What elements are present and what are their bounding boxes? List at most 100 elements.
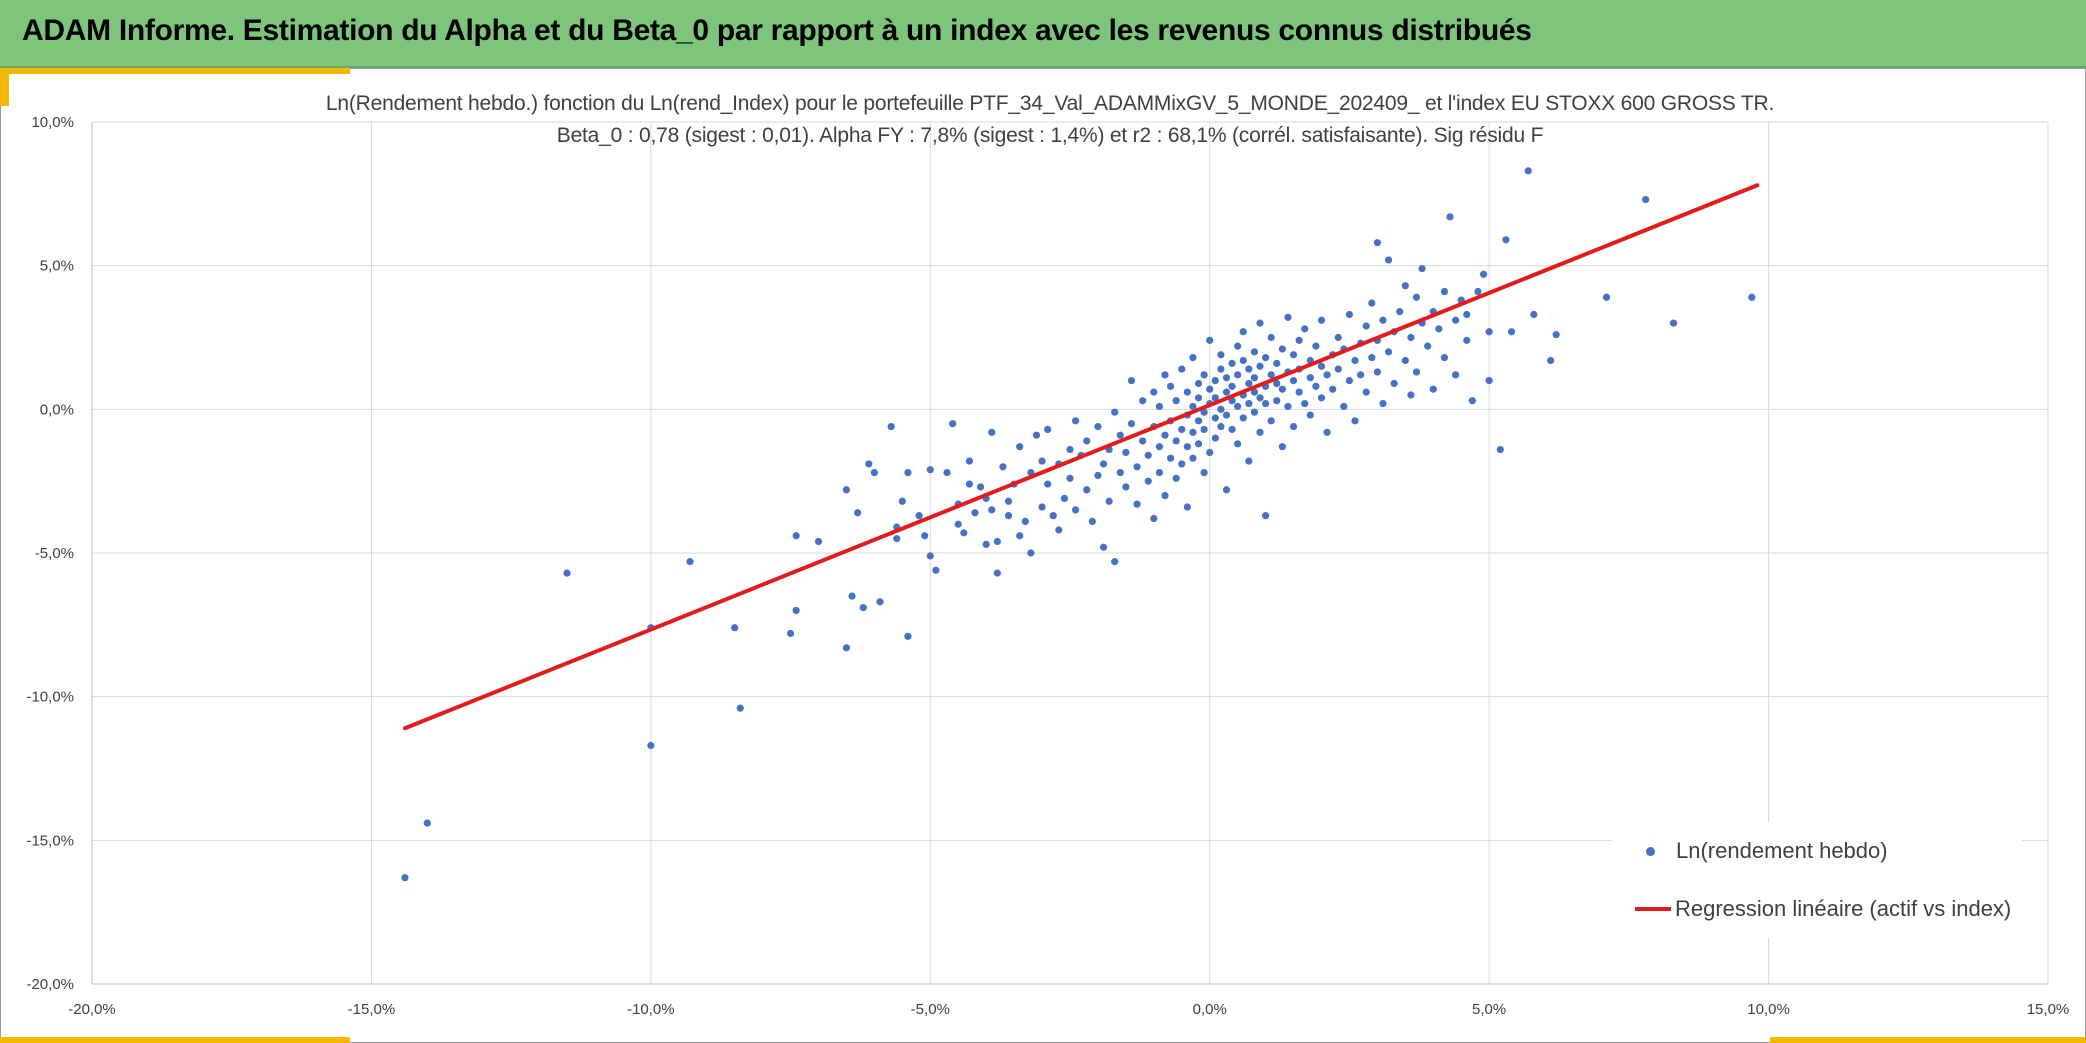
data-point	[1429, 385, 1437, 393]
data-point	[876, 598, 884, 606]
data-point	[1239, 328, 1247, 336]
x-tick-label: 5,0%	[1472, 1001, 1506, 1018]
x-tick-label: -10,0%	[627, 1001, 675, 1018]
chart-legend: Ln(rendement hebdo) Regression linéaire …	[1612, 822, 2022, 938]
data-point	[1256, 428, 1264, 436]
data-point	[1278, 443, 1286, 451]
data-point	[1049, 512, 1057, 520]
data-point	[1479, 270, 1488, 278]
data-point	[1262, 399, 1270, 408]
data-point	[926, 466, 934, 474]
data-point	[1407, 391, 1415, 399]
data-point	[1412, 368, 1421, 376]
data-point	[1194, 379, 1203, 388]
data-point	[1150, 514, 1158, 523]
data-point	[1161, 431, 1169, 439]
data-point	[1373, 239, 1381, 247]
data-point	[1155, 402, 1164, 411]
data-point	[1323, 371, 1331, 379]
data-point	[1669, 319, 1678, 327]
data-point	[1161, 491, 1169, 500]
x-tick-label: 0,0%	[1193, 1001, 1227, 1018]
data-point	[1200, 425, 1208, 434]
data-point	[1301, 325, 1309, 333]
tick-labels: -20,0% -15,0% -10,0% -5,0% 0,0% 5,0% 10,0% 15,0…	[26, 114, 2069, 1018]
data-point	[1178, 425, 1186, 434]
data-point	[1312, 342, 1320, 350]
data-point	[1038, 457, 1046, 465]
data-point	[1105, 497, 1113, 505]
data-point	[1306, 411, 1314, 419]
legend-item-regression: Regression linéaire (actif vs index)	[1612, 896, 2011, 922]
data-point	[1183, 443, 1191, 451]
data-point	[1088, 517, 1096, 525]
data-point	[859, 603, 867, 612]
data-point	[1200, 371, 1208, 379]
data-point	[971, 509, 979, 517]
data-point	[1452, 371, 1460, 379]
data-point	[1217, 405, 1225, 413]
data-point	[1396, 308, 1404, 316]
data-point	[1289, 351, 1298, 359]
data-point	[1295, 336, 1303, 344]
data-point	[1133, 463, 1141, 471]
data-point	[1116, 431, 1124, 439]
data-point	[1278, 345, 1286, 353]
legend-item-points: Ln(rendement hebdo)	[1612, 838, 1888, 864]
data-point	[1273, 359, 1281, 367]
data-point	[1289, 377, 1298, 385]
axes	[91, 122, 2048, 985]
data-point	[1016, 443, 1024, 451]
data-point	[1267, 333, 1275, 342]
data-point	[1161, 371, 1169, 379]
legend-label-regression: Regression linéaire (actif vs index)	[1675, 896, 2012, 921]
data-point	[1329, 385, 1337, 393]
data-point	[792, 532, 800, 540]
data-point	[1289, 422, 1298, 431]
data-point	[1250, 408, 1259, 416]
y-tick-label: 5,0%	[40, 258, 74, 275]
data-point	[1502, 236, 1510, 244]
data-point	[1642, 195, 1650, 204]
data-point	[1071, 417, 1080, 425]
data-point	[1044, 480, 1052, 488]
data-point	[1239, 414, 1247, 422]
data-point	[1166, 454, 1175, 462]
data-point	[1004, 512, 1013, 520]
data-point	[1267, 417, 1275, 425]
data-point	[1379, 316, 1387, 324]
data-point	[1116, 468, 1124, 477]
data-point	[1066, 474, 1074, 482]
x-tick-label: -5,0%	[911, 1001, 950, 1018]
accent-bar-bottom-right	[1770, 1037, 2086, 1043]
data-point	[1317, 362, 1326, 370]
data-point	[1384, 348, 1393, 356]
data-point	[1256, 319, 1264, 327]
data-point	[1194, 394, 1203, 402]
y-tick-label: -10,0%	[26, 689, 74, 706]
data-point	[1234, 402, 1242, 411]
data-point	[854, 509, 862, 517]
data-point	[1390, 379, 1398, 388]
data-point	[1060, 494, 1069, 503]
legend-label-points: Ln(rendement hebdo)	[1676, 838, 1888, 863]
x-tick-label: -15,0%	[348, 1001, 396, 1018]
data-point	[1748, 293, 1756, 301]
data-point	[1217, 365, 1225, 373]
data-point	[1368, 354, 1376, 362]
data-point	[1083, 486, 1091, 494]
data-point	[1317, 394, 1326, 402]
data-point	[1401, 282, 1409, 290]
data-point	[1284, 402, 1292, 411]
data-point	[1463, 336, 1471, 344]
data-point	[1094, 422, 1102, 431]
data-point	[1507, 328, 1516, 336]
data-point	[865, 460, 873, 468]
data-point	[1211, 414, 1219, 422]
data-point	[1267, 371, 1275, 379]
data-point	[1368, 299, 1376, 307]
data-point	[1228, 382, 1236, 390]
data-point	[870, 468, 879, 477]
data-point	[1189, 354, 1197, 362]
